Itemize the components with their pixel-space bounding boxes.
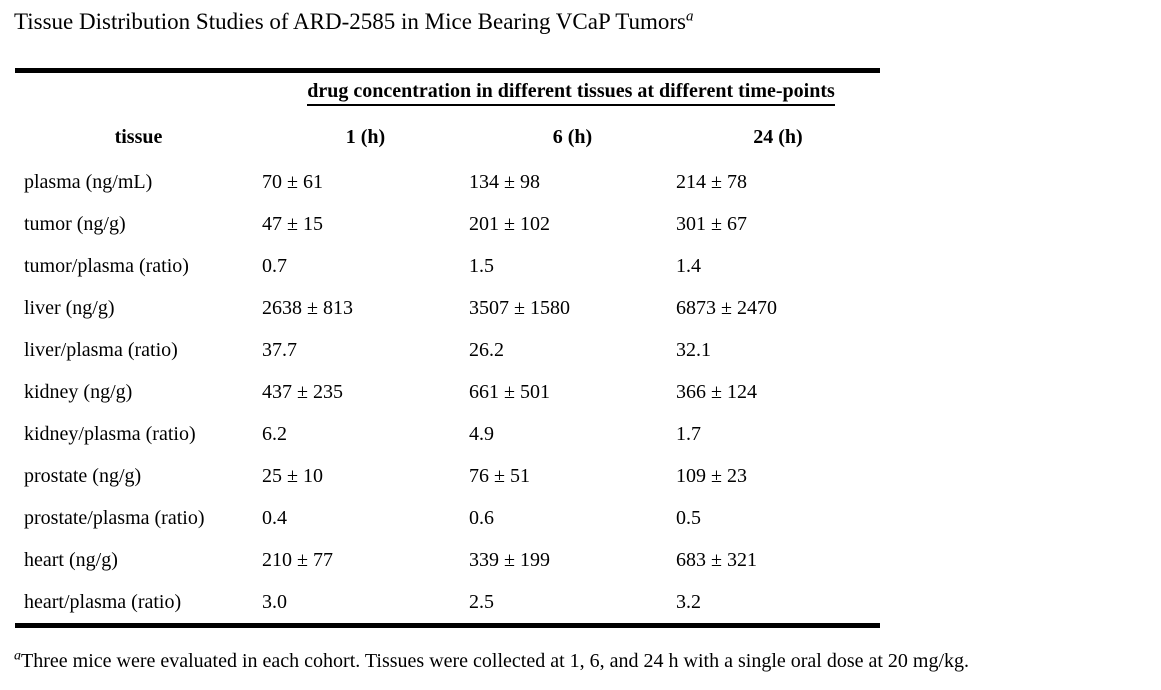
- row-label: heart (ng/g): [24, 548, 118, 571]
- table-row: prostate/plasma (ratio) 0.4 0.6 0.5: [15, 497, 880, 539]
- table-row: tumor/plasma (ratio) 0.7 1.5 1.4: [15, 245, 880, 287]
- row-label: tumor (ng/g): [24, 212, 126, 235]
- footnote-marker: a: [14, 648, 21, 664]
- table-cell: 47 ± 15: [262, 212, 323, 235]
- footnote-text: Three mice were evaluated in each cohort…: [21, 650, 970, 672]
- table-top-rule: [15, 68, 880, 73]
- row-label: prostate/plasma (ratio): [24, 506, 205, 529]
- table-cell: 6873 ± 2470: [676, 296, 777, 319]
- table-cell: 26.2: [469, 338, 504, 361]
- table-cell: 0.4: [262, 506, 287, 529]
- table-body: plasma (ng/mL) 70 ± 61 134 ± 98 214 ± 78…: [15, 161, 880, 623]
- table-cell: 2638 ± 813: [262, 296, 353, 319]
- table-cell: 301 ± 67: [676, 212, 747, 235]
- spanner-header-row: drug concentration in different tissues …: [15, 73, 880, 113]
- table-title: Tissue Distribution Studies of ARD-2585 …: [0, 0, 1161, 37]
- table-cell: 0.6: [469, 506, 494, 529]
- table-cell: 0.7: [262, 254, 287, 277]
- table-row: plasma (ng/mL) 70 ± 61 134 ± 98 214 ± 78: [15, 161, 880, 203]
- row-label: tumor/plasma (ratio): [24, 254, 189, 277]
- table-cell: 661 ± 501: [469, 380, 550, 403]
- table-cell: 214 ± 78: [676, 170, 747, 193]
- column-header-6h: 6 (h): [552, 125, 593, 148]
- table-cell: 683 ± 321: [676, 548, 757, 571]
- spanner-header: drug concentration in different tissues …: [307, 80, 835, 106]
- row-label: liver (ng/g): [24, 296, 115, 319]
- table-cell: 76 ± 51: [469, 464, 530, 487]
- column-header-row: tissue 1 (h) 6 (h) 24 (h): [15, 113, 880, 161]
- table-title-text: Tissue Distribution Studies of ARD-2585 …: [14, 9, 686, 34]
- table-cell: 109 ± 23: [676, 464, 747, 487]
- tissue-distribution-table: drug concentration in different tissues …: [15, 68, 880, 628]
- table-cell: 210 ± 77: [262, 548, 333, 571]
- table-cell: 4.9: [469, 422, 494, 445]
- table-cell: 134 ± 98: [469, 170, 540, 193]
- column-header-24h: 24 (h): [753, 125, 803, 148]
- table-cell: 366 ± 124: [676, 380, 757, 403]
- row-label: liver/plasma (ratio): [24, 338, 178, 361]
- table-cell: 3507 ± 1580: [469, 296, 570, 319]
- table-cell: 201 ± 102: [469, 212, 550, 235]
- title-footnote-marker: a: [685, 8, 694, 25]
- table-row: heart (ng/g) 210 ± 77 339 ± 199 683 ± 32…: [15, 539, 880, 581]
- table-cell: 37.7: [262, 338, 297, 361]
- row-label: kidney (ng/g): [24, 380, 133, 403]
- table-cell: 6.2: [262, 422, 287, 445]
- row-label: plasma (ng/mL): [24, 170, 153, 193]
- table-cell: 1.5: [469, 254, 494, 277]
- table-cell: 32.1: [676, 338, 711, 361]
- table-cell: 2.5: [469, 590, 494, 613]
- column-header-1h: 1 (h): [345, 125, 386, 148]
- table-row: kidney/plasma (ratio) 6.2 4.9 1.7: [15, 413, 880, 455]
- table-row: prostate (ng/g) 25 ± 10 76 ± 51 109 ± 23: [15, 455, 880, 497]
- row-label: kidney/plasma (ratio): [24, 422, 196, 445]
- table-cell: 1.7: [676, 422, 701, 445]
- table-cell: 437 ± 235: [262, 380, 343, 403]
- table-cell: 339 ± 199: [469, 548, 550, 571]
- column-header-tissue: tissue: [114, 125, 163, 148]
- table-footnote: aThree mice were evaluated in each cohor…: [14, 648, 1161, 674]
- table-row: tumor (ng/g) 47 ± 15 201 ± 102 301 ± 67: [15, 203, 880, 245]
- table-cell: 70 ± 61: [262, 170, 323, 193]
- table-cell: 0.5: [676, 506, 701, 529]
- table-row: heart/plasma (ratio) 3.0 2.5 3.2: [15, 581, 880, 623]
- table-row: liver (ng/g) 2638 ± 813 3507 ± 1580 6873…: [15, 287, 880, 329]
- table-cell: 1.4: [676, 254, 701, 277]
- table-cell: 25 ± 10: [262, 464, 323, 487]
- table-row: kidney (ng/g) 437 ± 235 661 ± 501 366 ± …: [15, 371, 880, 413]
- table-bottom-rule: [15, 623, 880, 628]
- table-cell: 3.2: [676, 590, 701, 613]
- table-cell: 3.0: [262, 590, 287, 613]
- table-row: liver/plasma (ratio) 37.7 26.2 32.1: [15, 329, 880, 371]
- row-label: heart/plasma (ratio): [24, 590, 182, 613]
- row-label: prostate (ng/g): [24, 464, 142, 487]
